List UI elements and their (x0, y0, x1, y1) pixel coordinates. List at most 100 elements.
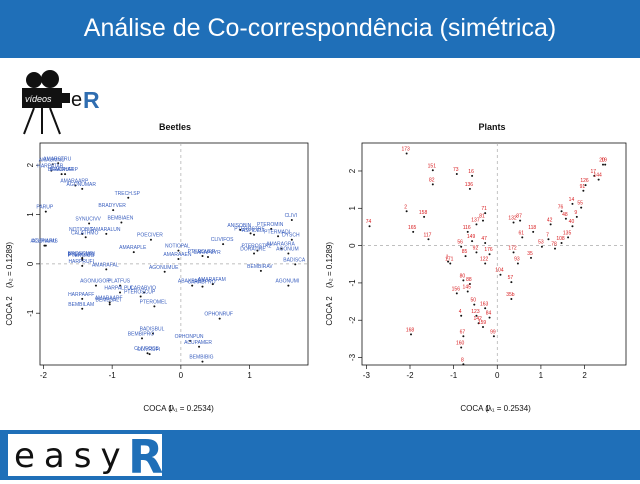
plants-point-label: 156 (452, 286, 461, 292)
plants-point-dot (462, 335, 465, 338)
plants-point-label: 14 (569, 197, 575, 203)
plants-point-label: 53 (538, 240, 544, 246)
page-title: Análise de Co-correspondência (simétrica… (83, 14, 557, 42)
beetles-point-label: PTEROMEL (140, 299, 168, 305)
plants-point-dot (540, 245, 543, 248)
beetles-point-label: OPHONRUF (204, 312, 233, 318)
beetles-point-dot (50, 169, 53, 172)
beetles-ytick-label: 2 (26, 162, 35, 167)
beetles-point-dot (81, 264, 84, 267)
plants-point-label: 126 (580, 178, 589, 184)
beetles-point-dot (191, 284, 194, 287)
plants-point-dot (368, 225, 371, 228)
plants-point-dot (473, 303, 476, 306)
beetles-point-label: NOTIOBIG (69, 227, 94, 233)
plants-point-dot (477, 322, 480, 325)
beetles-point-dot (74, 184, 77, 187)
plants-point-label: 92 (473, 245, 479, 251)
plants-point-label: 40 (569, 219, 575, 225)
beetles-xlabel: COCA 1 (143, 404, 173, 413)
beetles-point-label: AGONUMUE (149, 265, 179, 271)
plants-point-label: 55 (577, 201, 583, 207)
plants-point-label: 19 (601, 158, 607, 164)
plants-point-dot (510, 297, 513, 300)
plants-point-dot (484, 242, 487, 245)
plants-point-label: 136 (465, 182, 474, 188)
plants-ytick-label: -3 (348, 353, 357, 361)
plants-point-dot (560, 242, 563, 245)
plants-point-label: 48 (562, 212, 568, 218)
beetles-point-label: ABAXPARA (178, 279, 205, 285)
plants-point-dot (466, 230, 469, 233)
beetles-xtick-label: 0 (179, 371, 184, 380)
plants-point-dot (492, 335, 495, 338)
plants-point-label: 171 (445, 257, 454, 263)
footer-r-text: R (128, 430, 164, 484)
plants-point-dot (516, 262, 519, 265)
plants-xlabel-math: (λ₁ = 0.2534) (485, 404, 531, 413)
plants-ylabel-math: (λ₂ = 0.1289) (325, 242, 334, 288)
beetles-point-label: AGONUGOR (80, 279, 110, 285)
logo-e-text: e (71, 89, 82, 111)
plants-point-label: 84 (486, 311, 492, 317)
plants-point-dot (412, 230, 415, 233)
beetles-point-dot (81, 297, 84, 300)
beetles-point-label: OLIVRUFI (137, 347, 160, 353)
beetles-point-label: AGONUM (276, 247, 299, 253)
beetles-point-dot (163, 270, 166, 273)
beetles-point-label: HARPRUFI (68, 259, 94, 265)
beetles-point-label: PTEROSTR2 (241, 244, 271, 250)
beetles-point-label: AMARAFAM (198, 277, 226, 283)
plants-point-label: 87 (516, 214, 522, 220)
beetles-point-dot (287, 284, 290, 287)
plants-point-label: 42 (547, 217, 553, 223)
plants-point-dot (512, 221, 515, 224)
plants-point-dot (564, 217, 567, 220)
plants-point-label: 82 (429, 177, 435, 183)
plants-point-label: 78 (551, 242, 557, 248)
plants-point-dot (593, 174, 596, 177)
beetles-point-dot (198, 345, 201, 348)
beetles-point-label: SYNUCIVV (75, 216, 101, 222)
beetles-point-label: HARPAAFF (68, 292, 94, 298)
beetles-point-dot (277, 235, 280, 238)
plants-point-dot (475, 223, 478, 226)
plants-point-dot (475, 314, 478, 317)
beetles-point-dot (149, 238, 152, 241)
footer-bar: easy R (0, 430, 640, 484)
plants-point-dot (521, 236, 524, 239)
beetles-point-dot (112, 209, 115, 212)
beetles-point-label: DORATIRE (240, 247, 266, 253)
plants-point-label: 16 (468, 169, 474, 175)
plants-point-label: 172 (508, 245, 517, 251)
plants-point-dot (460, 346, 463, 349)
plants-point-dot (560, 210, 563, 213)
plants-point-label: 176 (484, 247, 493, 253)
beetles-point-label: PTEROMIN (257, 222, 284, 228)
beetles-point-label: CARABPRO (187, 280, 215, 286)
plants-point-dot (468, 187, 471, 190)
beetles-point-label: PTEROVER (188, 249, 216, 255)
beetles-point-dot (294, 263, 297, 266)
beetles-point-dot (222, 243, 225, 246)
beetles-point-label: HARPALPUL (104, 286, 134, 292)
plants-point-dot (464, 255, 467, 258)
plants-point-label: 173 (401, 146, 410, 152)
plants-point-dot (571, 225, 574, 228)
plants-point-label: 7 (546, 232, 549, 238)
beetles-point-dot (108, 303, 111, 306)
beetles-point-label: BADISCA (283, 257, 306, 263)
plants-point-dot (547, 238, 550, 241)
plants-point-dot (431, 183, 434, 186)
plants-point-label: 132 (508, 215, 517, 221)
beetles-plot-frame (39, 142, 309, 366)
plants-point-label: 57 (508, 275, 514, 281)
beetles-point-label: PTERMADI (264, 229, 290, 235)
beetles-point-dot (81, 187, 84, 190)
beetles-xlabel-math: (λ₁ = 0.2534) (168, 404, 214, 413)
beetles-point-label: PTEROSTR (68, 252, 96, 258)
beetles-point-label: AMAUMNU (39, 157, 65, 163)
beetles-point-dot (88, 222, 91, 225)
beetles-point-label: BADISBUL (140, 326, 165, 332)
